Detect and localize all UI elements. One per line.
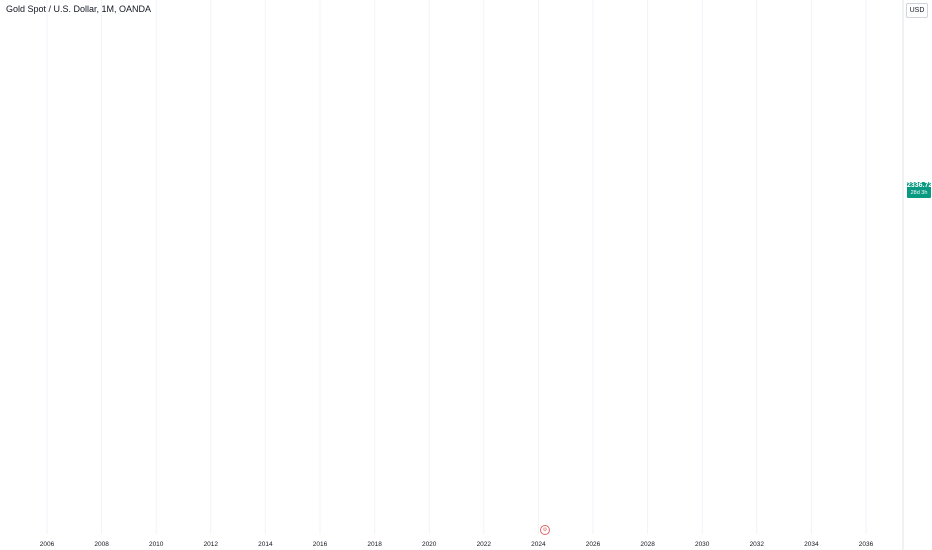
x-tick-label: 2036: [859, 541, 874, 548]
x-tick-label: 2028: [640, 541, 655, 548]
last-price-value: 2336.725: [907, 182, 932, 189]
x-tick-label: 2018: [367, 541, 382, 548]
bar-countdown: 28d 3h: [910, 190, 928, 196]
x-tick-label: 2020: [422, 541, 437, 548]
tradingview-logo-icon[interactable]: ⚙: [540, 525, 550, 535]
x-tick-label: 2008: [94, 541, 109, 548]
x-tick-label: 2030: [695, 541, 710, 548]
x-axis[interactable]: 2006 2008 2010 2012 2014 2016 2018 2020 2022 2024…: [40, 541, 874, 548]
x-tick-label: 2026: [586, 541, 601, 548]
x-tick-label: 2014: [258, 541, 273, 548]
x-tick-label: 2006: [40, 541, 55, 548]
grid-layer: [46, 0, 867, 534]
x-tick-label: 2032: [750, 541, 765, 548]
x-tick-label: 2016: [313, 541, 328, 548]
currency-button[interactable]: USD: [906, 3, 928, 18]
x-tick-label: 2022: [477, 541, 492, 548]
last-price-tag: 2336.725 28d 3h: [907, 182, 932, 198]
symbol-title[interactable]: Gold Spot / U.S. Dollar, 1M, OANDA: [6, 4, 152, 14]
x-tick-label: 2010: [149, 541, 164, 548]
x-tick-label: 2024: [531, 541, 546, 548]
x-tick-label: 2012: [204, 541, 219, 548]
x-tick-label: 2034: [804, 541, 819, 548]
